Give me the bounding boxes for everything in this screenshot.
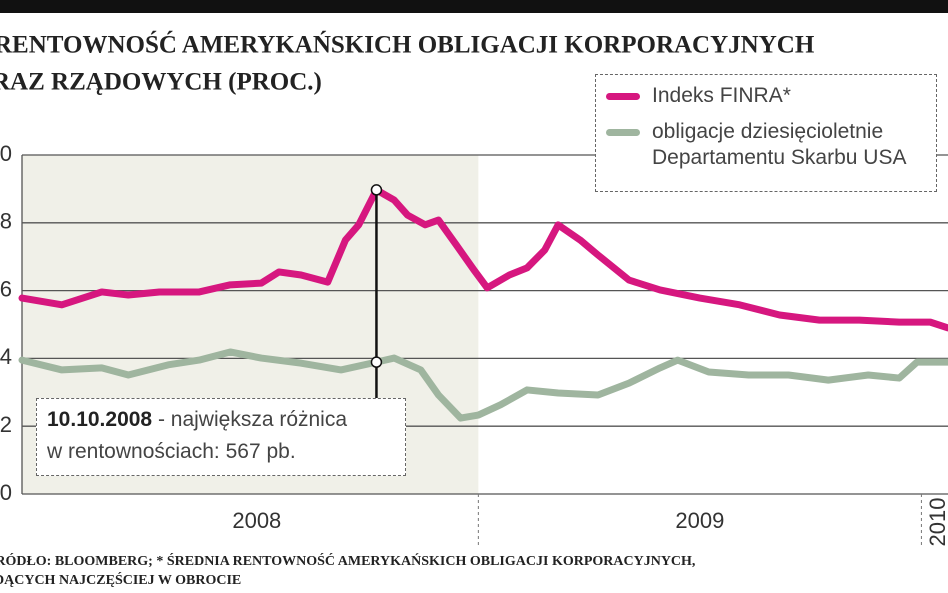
legend-swatch (606, 93, 640, 100)
series-line (18, 348, 948, 422)
y-tick-label: 6 (0, 276, 12, 301)
legend-swatch (606, 129, 640, 136)
legend-label: obligacje dziesięcioletnie Departamentu … (652, 120, 907, 169)
legend: Indeks FINRA* obligacje dziesięcioletnie … (595, 74, 937, 192)
legend-item: Indeks FINRA* (606, 83, 926, 109)
y-tick-label: 2 (0, 412, 12, 437)
legend-label: Indeks FINRA* (652, 84, 791, 107)
y-tick-label: 4 (0, 344, 12, 369)
series-line (18, 186, 948, 332)
annotation-point (370, 184, 383, 196)
x-tick-label: 2010 (925, 498, 948, 547)
annotation-point (370, 356, 383, 368)
annotation-box: 10.10.2008 - największa różnica w rentow… (36, 398, 406, 476)
y-tick-label: 0 (0, 480, 12, 505)
top-bar (0, 0, 948, 13)
annotation-date: 10.10.2008 (47, 408, 153, 431)
chart-title: RENTOWNOŚĆ AMERYKAŃSKICH OBLIGACJI KORPO… (0, 31, 815, 59)
source: DĄCYCH NAJCZĘŚCIEJ W OBROCIE (0, 571, 241, 588)
source: ŹRÓDŁO: BLOOMBERG; * ŚREDNIA RENTOWNOŚĆ … (0, 552, 695, 569)
y-tick-label: 8 (0, 209, 12, 234)
x-tick-label: 2009 (675, 508, 724, 533)
chart-subtitle: RAZ RZĄDOWYCH (PROC.) (0, 69, 322, 96)
legend-item: obligacje dziesięcioletnie Departamentu … (606, 119, 926, 171)
annotation-text: - największa różnica (157, 408, 348, 431)
annotation-text: w rentownościach: 567 pb. (47, 440, 296, 463)
x-tick-label: 2008 (232, 508, 281, 533)
y-tick-label: 10 (0, 141, 12, 166)
